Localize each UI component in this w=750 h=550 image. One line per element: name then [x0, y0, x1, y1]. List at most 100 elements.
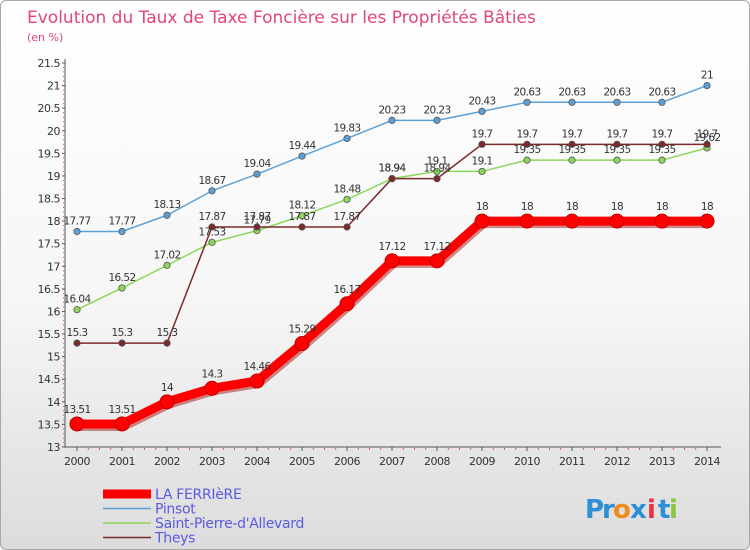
- data-label: 19.35: [513, 144, 540, 156]
- y-tick-label: 15: [47, 351, 60, 364]
- y-tick-label: 18.5: [38, 193, 61, 206]
- data-label: 17.79: [243, 215, 270, 227]
- chart-title: Evolution du Taux de Taxe Foncière sur l…: [27, 8, 536, 28]
- data-point: [343, 134, 351, 143]
- data-label: 15.3: [157, 327, 178, 339]
- data-label: 18.13: [153, 199, 180, 211]
- data-label: 18: [476, 201, 488, 213]
- x-tick-label: 2007: [379, 455, 405, 468]
- data-point: [658, 98, 666, 106]
- data-label: 18.67: [198, 175, 225, 187]
- data-point: [388, 175, 396, 183]
- data-point: [474, 213, 490, 229]
- data-label: 18: [521, 201, 533, 213]
- data-point: [69, 416, 85, 432]
- data-point: [298, 212, 306, 220]
- data-point: [523, 156, 531, 164]
- x-tick-label: 2003: [199, 455, 225, 468]
- data-label: 15.29: [288, 324, 315, 336]
- data-point: [523, 98, 531, 106]
- data-point: [658, 140, 666, 148]
- y-tick-label: 21.5: [38, 57, 61, 70]
- data-point: [208, 187, 216, 195]
- data-point: [703, 140, 711, 148]
- data-point: [163, 211, 171, 219]
- data-point: [654, 213, 670, 229]
- data-label: 15.3: [67, 327, 88, 339]
- x-tick-label: 2010: [514, 455, 540, 468]
- y-tick-label: 19.5: [38, 147, 61, 160]
- y-tick-label: 16.5: [38, 283, 61, 296]
- logo-letter: x: [630, 495, 647, 525]
- data-point: [699, 213, 715, 229]
- data-label: 17.87: [333, 211, 360, 223]
- y-tick-label: 13.5: [38, 418, 61, 431]
- x-tick-label: 2009: [469, 455, 495, 468]
- data-label: 18.94: [378, 163, 406, 175]
- y-tick-label: 14.5: [38, 373, 61, 386]
- y-tick-label: 17: [47, 260, 60, 273]
- data-label: 19.44: [288, 140, 316, 152]
- logo-letter: P: [585, 495, 604, 525]
- legend-label: Pinsot: [155, 502, 196, 518]
- data-point: [478, 167, 486, 176]
- data-label: 19.1: [427, 155, 448, 167]
- data-point: [703, 81, 711, 90]
- data-label: 14.46: [243, 361, 271, 373]
- data-label: 19.62: [693, 132, 720, 144]
- data-point: [433, 167, 441, 176]
- y-tick-label: 19: [47, 170, 60, 183]
- data-point: [478, 140, 486, 148]
- data-point: [523, 140, 531, 148]
- x-tick-label: 2013: [649, 455, 675, 468]
- data-point: [564, 213, 580, 229]
- data-label: 19.1: [472, 155, 493, 167]
- y-tick-label: 16: [47, 305, 60, 318]
- data-label: 18.94: [423, 163, 451, 175]
- x-tick-label: 2001: [109, 455, 135, 468]
- data-label: 18.12: [288, 200, 315, 212]
- data-point: [204, 380, 220, 396]
- data-point: [73, 339, 81, 347]
- y-tick-label: 18: [47, 215, 60, 228]
- data-label: 19.04: [243, 158, 271, 170]
- data-label: 16.04: [63, 294, 91, 306]
- x-tick-label: 2002: [154, 455, 180, 468]
- data-label: 18: [611, 201, 623, 213]
- data-label: 17.12: [423, 241, 450, 253]
- data-labels-layer: 17.77 17.77 18.13 18.67 19.04 19.44 19.83 20.23…: [63, 70, 721, 416]
- data-label: 17.87: [288, 211, 315, 223]
- logo-letter: i: [647, 495, 656, 525]
- data-label: 13.51: [63, 404, 90, 416]
- data-point: [339, 296, 355, 312]
- data-label: 19.7: [652, 128, 673, 140]
- data-label: 18: [656, 201, 668, 213]
- logo-letter: r: [602, 495, 615, 525]
- data-label: 18: [701, 201, 713, 213]
- data-label: 17.87: [198, 211, 225, 223]
- data-point: [249, 373, 265, 389]
- data-point: [568, 98, 576, 106]
- data-label: 20.43: [468, 95, 495, 107]
- data-point: [163, 261, 171, 269]
- data-label: 17.77: [63, 216, 90, 228]
- data-label: 19.7: [562, 128, 583, 140]
- data-label: 18.48: [333, 183, 360, 195]
- data-point: [658, 156, 666, 164]
- x-tick-label: 2000: [64, 455, 90, 468]
- data-point: [388, 116, 396, 124]
- legend: LA FERRIèREPinsotSaint-Pierre-d'Allevard…: [103, 487, 304, 547]
- data-point: [253, 223, 261, 231]
- data-point: [613, 140, 621, 148]
- data-point: [478, 107, 486, 115]
- data-point: [73, 227, 81, 236]
- data-label: 19.35: [648, 144, 675, 156]
- data-label: 17.77: [108, 216, 135, 228]
- y-tick-label: 14: [47, 396, 60, 409]
- logo-letter: i: [669, 495, 678, 525]
- data-label: 19.35: [558, 144, 585, 156]
- data-label: 13.51: [108, 404, 135, 416]
- data-label: 18.94: [378, 163, 406, 175]
